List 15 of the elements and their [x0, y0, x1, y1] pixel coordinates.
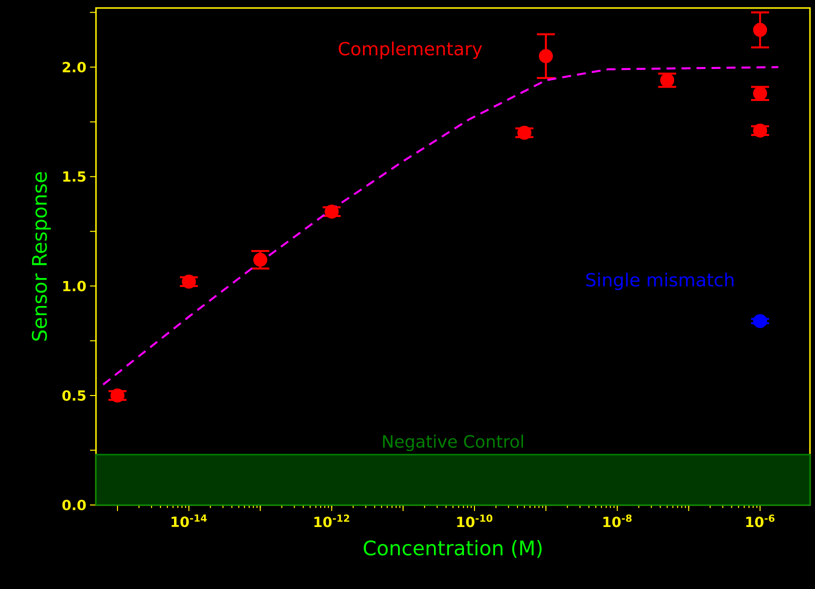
- y-axis-title: Sensor Response: [32, 172, 51, 341]
- y-tick-label: 1.5: [63, 171, 86, 182]
- x-tick-label: 10$^{-8}$: [603, 514, 632, 528]
- y-tick-label: 1.0: [63, 280, 86, 292]
- text: Complementary: [338, 42, 482, 59]
- band-label: Negative Control: [383, 434, 523, 452]
- x-axis-title: Concentration (M): [364, 540, 542, 558]
- y-tick-label: 0.0: [62, 500, 86, 510]
- y-tick-label: 0.5: [62, 390, 86, 401]
- y-tick-label: 2.0: [62, 62, 86, 72]
- series-label: Single mismatch: [586, 272, 734, 290]
- x-tick-label: 10$^{-12}$: [314, 514, 350, 528]
- x-tick-label: 10$^{-6}$: [746, 514, 774, 528]
- x-tick-label: 10$^{-10}$: [457, 514, 492, 528]
- x-tick-label: 10$^{-14}$: [172, 514, 207, 528]
